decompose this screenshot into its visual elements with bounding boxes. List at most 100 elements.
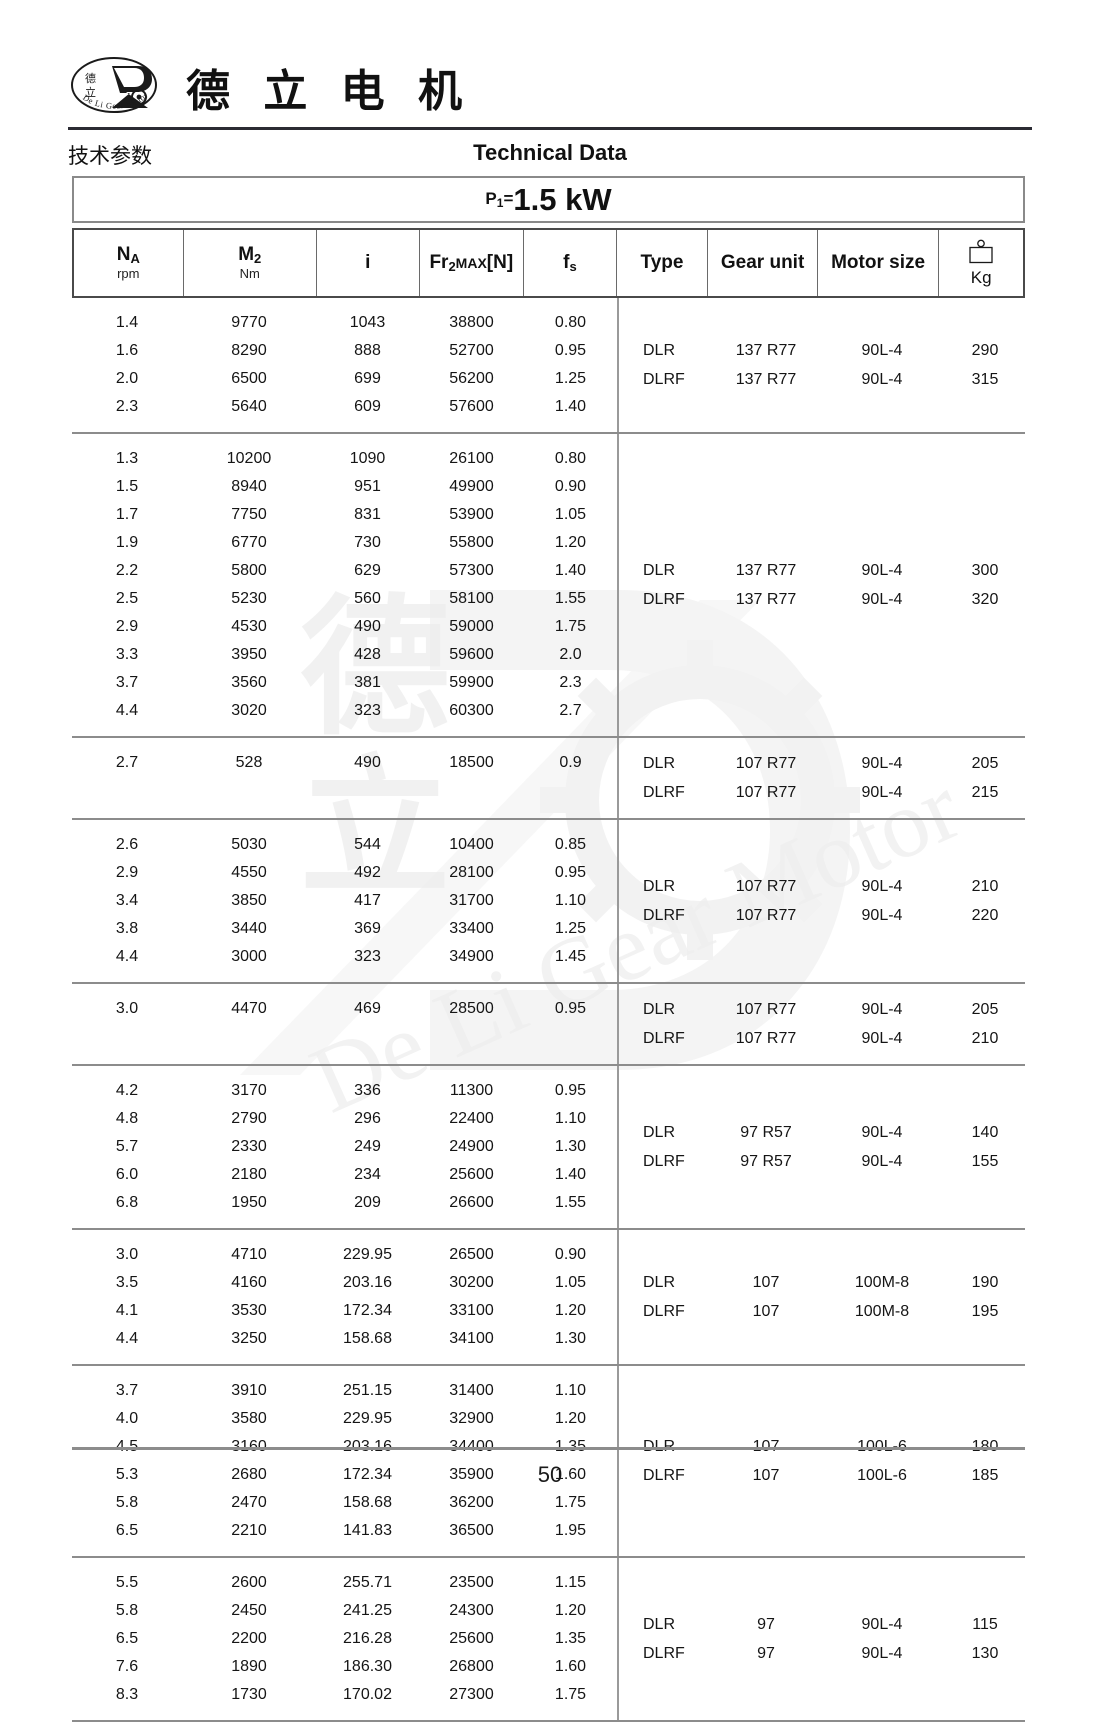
block-variants: DLR 107 R77 90L-4 210 DLRF 107 R77 90L-4 220	[617, 820, 1027, 982]
svg-text:立: 立	[85, 85, 96, 99]
cell-fr: 35900	[449, 1466, 494, 1483]
header-motor-size-label: Motor size	[831, 252, 926, 274]
cell-na: 3.0	[115, 1246, 139, 1263]
cell-na: 4.4	[115, 948, 139, 965]
table-block: 3.0 4710 229.95 26500 0.90 3.5 4160 203.16 30200…	[72, 1230, 1025, 1366]
table-row: 4.4 3020 323 60300 2.7	[72, 697, 617, 725]
table-row: 3.8 3440 369 33400 1.25	[72, 915, 617, 943]
header-type-label: Type	[640, 252, 684, 274]
cell-fr: 55800	[449, 534, 494, 551]
block-ratings: 1.4 9770 1043 38800 0.80 1.6 8290 888 52700 0.95 2…	[72, 298, 617, 432]
block-ratings: 1.3 10200 1090 26100 0.80 1.5 8940 951 49900 0.90…	[72, 434, 617, 736]
cell-fs: 1.75	[554, 1686, 587, 1703]
cell-type: DLRF	[643, 906, 685, 924]
variant-row: DLR 107 100M-8 190	[619, 1268, 1027, 1297]
cell-gear: 137 R77	[735, 590, 797, 608]
cell-i: 323	[354, 702, 381, 719]
table-block: 1.4 9770 1043 38800 0.80 1.6 8290 888 52700 0.95 2…	[72, 298, 1025, 434]
cell-i: 251.15	[343, 1382, 392, 1399]
masthead-divider	[68, 127, 1032, 130]
cell-m2: 2330	[231, 1138, 267, 1155]
cell-fr: 34400	[449, 1438, 494, 1455]
table-row: 4.5 3160 203.16 34400 1.35	[72, 1433, 617, 1461]
cell-i: 172.34	[343, 1302, 392, 1319]
cell-na: 4.0	[115, 1410, 139, 1427]
cell-m2: 3850	[231, 892, 267, 909]
cell-fs: 1.55	[554, 590, 587, 607]
variant-row: DLR 107 R77 90L-4 205	[619, 749, 1027, 778]
cell-kg: 210	[971, 877, 999, 895]
header-cell-i: i	[317, 230, 420, 296]
cell-fr: 30200	[449, 1274, 494, 1291]
block-variants: DLR 137 R77 90L-4 300 DLRF 137 R77 90L-4 320	[617, 434, 1027, 736]
power-rating-banner: P1= 1.5 kW	[72, 176, 1025, 223]
cell-type: DLRF	[643, 1466, 685, 1484]
variant-row: DLR 97 90L-4 115	[619, 1610, 1027, 1639]
cell-m2: 5800	[231, 562, 267, 579]
cell-fs: 0.80	[554, 450, 587, 467]
cell-kg: 130	[971, 1644, 999, 1662]
table-row: 1.9 6770 730 55800 1.20	[72, 529, 617, 557]
cell-na: 5.3	[115, 1466, 139, 1483]
weight-icon	[969, 239, 993, 263]
table-row: 1.6 8290 888 52700 0.95	[72, 337, 617, 365]
table-row: 5.7 2330 249 24900 1.30	[72, 1133, 617, 1161]
cell-fr: 60300	[449, 702, 494, 719]
section-header: 技术参数 Technical Data	[68, 140, 1032, 172]
cell-i: 323	[354, 948, 381, 965]
cell-m2: 3910	[231, 1382, 267, 1399]
cell-motor: 90L-4	[861, 370, 903, 388]
variant-row: DLRF 97 R57 90L-4 155	[619, 1147, 1027, 1176]
table-row: 4.2 3170 336 11300 0.95	[72, 1077, 617, 1105]
header-weight-unit: Kg	[970, 267, 992, 287]
cell-m2: 528	[235, 754, 263, 771]
cell-type: DLR	[643, 561, 676, 579]
cell-na: 4.1	[115, 1302, 139, 1319]
cell-fs: 0.90	[554, 1246, 587, 1263]
cell-gear: 107 R77	[735, 783, 797, 801]
cell-fr: 28500	[449, 1000, 494, 1017]
cell-na: 6.0	[115, 1166, 139, 1183]
cell-m2: 3560	[231, 674, 267, 691]
cell-fs: 1.60	[554, 1466, 587, 1483]
cell-m2: 3530	[231, 1302, 267, 1319]
cell-i: 492	[354, 864, 381, 881]
cell-type: DLR	[643, 341, 676, 359]
table-row: 3.5 4160 203.16 30200 1.05	[72, 1269, 617, 1297]
cell-fr: 11300	[449, 1082, 494, 1099]
cell-fs: 1.20	[554, 1602, 587, 1619]
cell-m2: 4470	[231, 1000, 267, 1017]
cell-fs: 1.20	[554, 1410, 587, 1427]
cell-fs: 1.10	[554, 892, 587, 909]
power-value: 1.5 kW	[513, 181, 612, 217]
cell-fs: 1.15	[554, 1574, 587, 1591]
cell-type: DLRF	[643, 1152, 685, 1170]
cell-m2: 4530	[231, 618, 267, 635]
cell-i: 255.71	[343, 1574, 392, 1591]
cell-m2: 4710	[231, 1246, 267, 1263]
cell-motor: 90L-4	[861, 754, 903, 772]
cell-fr: 24300	[449, 1602, 494, 1619]
cell-na: 3.4	[115, 892, 139, 909]
variant-row: DLRF 107 R77 90L-4 210	[619, 1024, 1027, 1053]
cell-kg: 300	[971, 561, 999, 579]
table-block: 2.6 5030 544 10400 0.85 2.9 4550 492 28100 0.95 3.…	[72, 820, 1025, 984]
cell-fr: 36200	[449, 1494, 494, 1511]
cell-m2: 3170	[231, 1082, 267, 1099]
cell-motor: 90L-4	[861, 590, 903, 608]
cell-na: 4.4	[115, 702, 139, 719]
cell-na: 2.5	[115, 590, 139, 607]
cell-fs: 1.25	[554, 920, 587, 937]
header-m2-symbol: M2	[238, 243, 262, 266]
cell-fr: 32900	[449, 1410, 494, 1427]
cell-i: 369	[354, 920, 381, 937]
cell-motor: 90L-4	[861, 341, 903, 359]
cell-na: 3.0	[115, 1000, 139, 1017]
cell-i: 170.02	[343, 1686, 392, 1703]
cell-na: 2.7	[115, 754, 139, 771]
cell-fr: 26500	[449, 1246, 494, 1263]
cell-na: 2.2	[115, 562, 139, 579]
cell-fr: 18500	[449, 754, 494, 771]
cell-na: 7.6	[115, 1658, 139, 1675]
cell-na: 3.7	[115, 674, 139, 691]
